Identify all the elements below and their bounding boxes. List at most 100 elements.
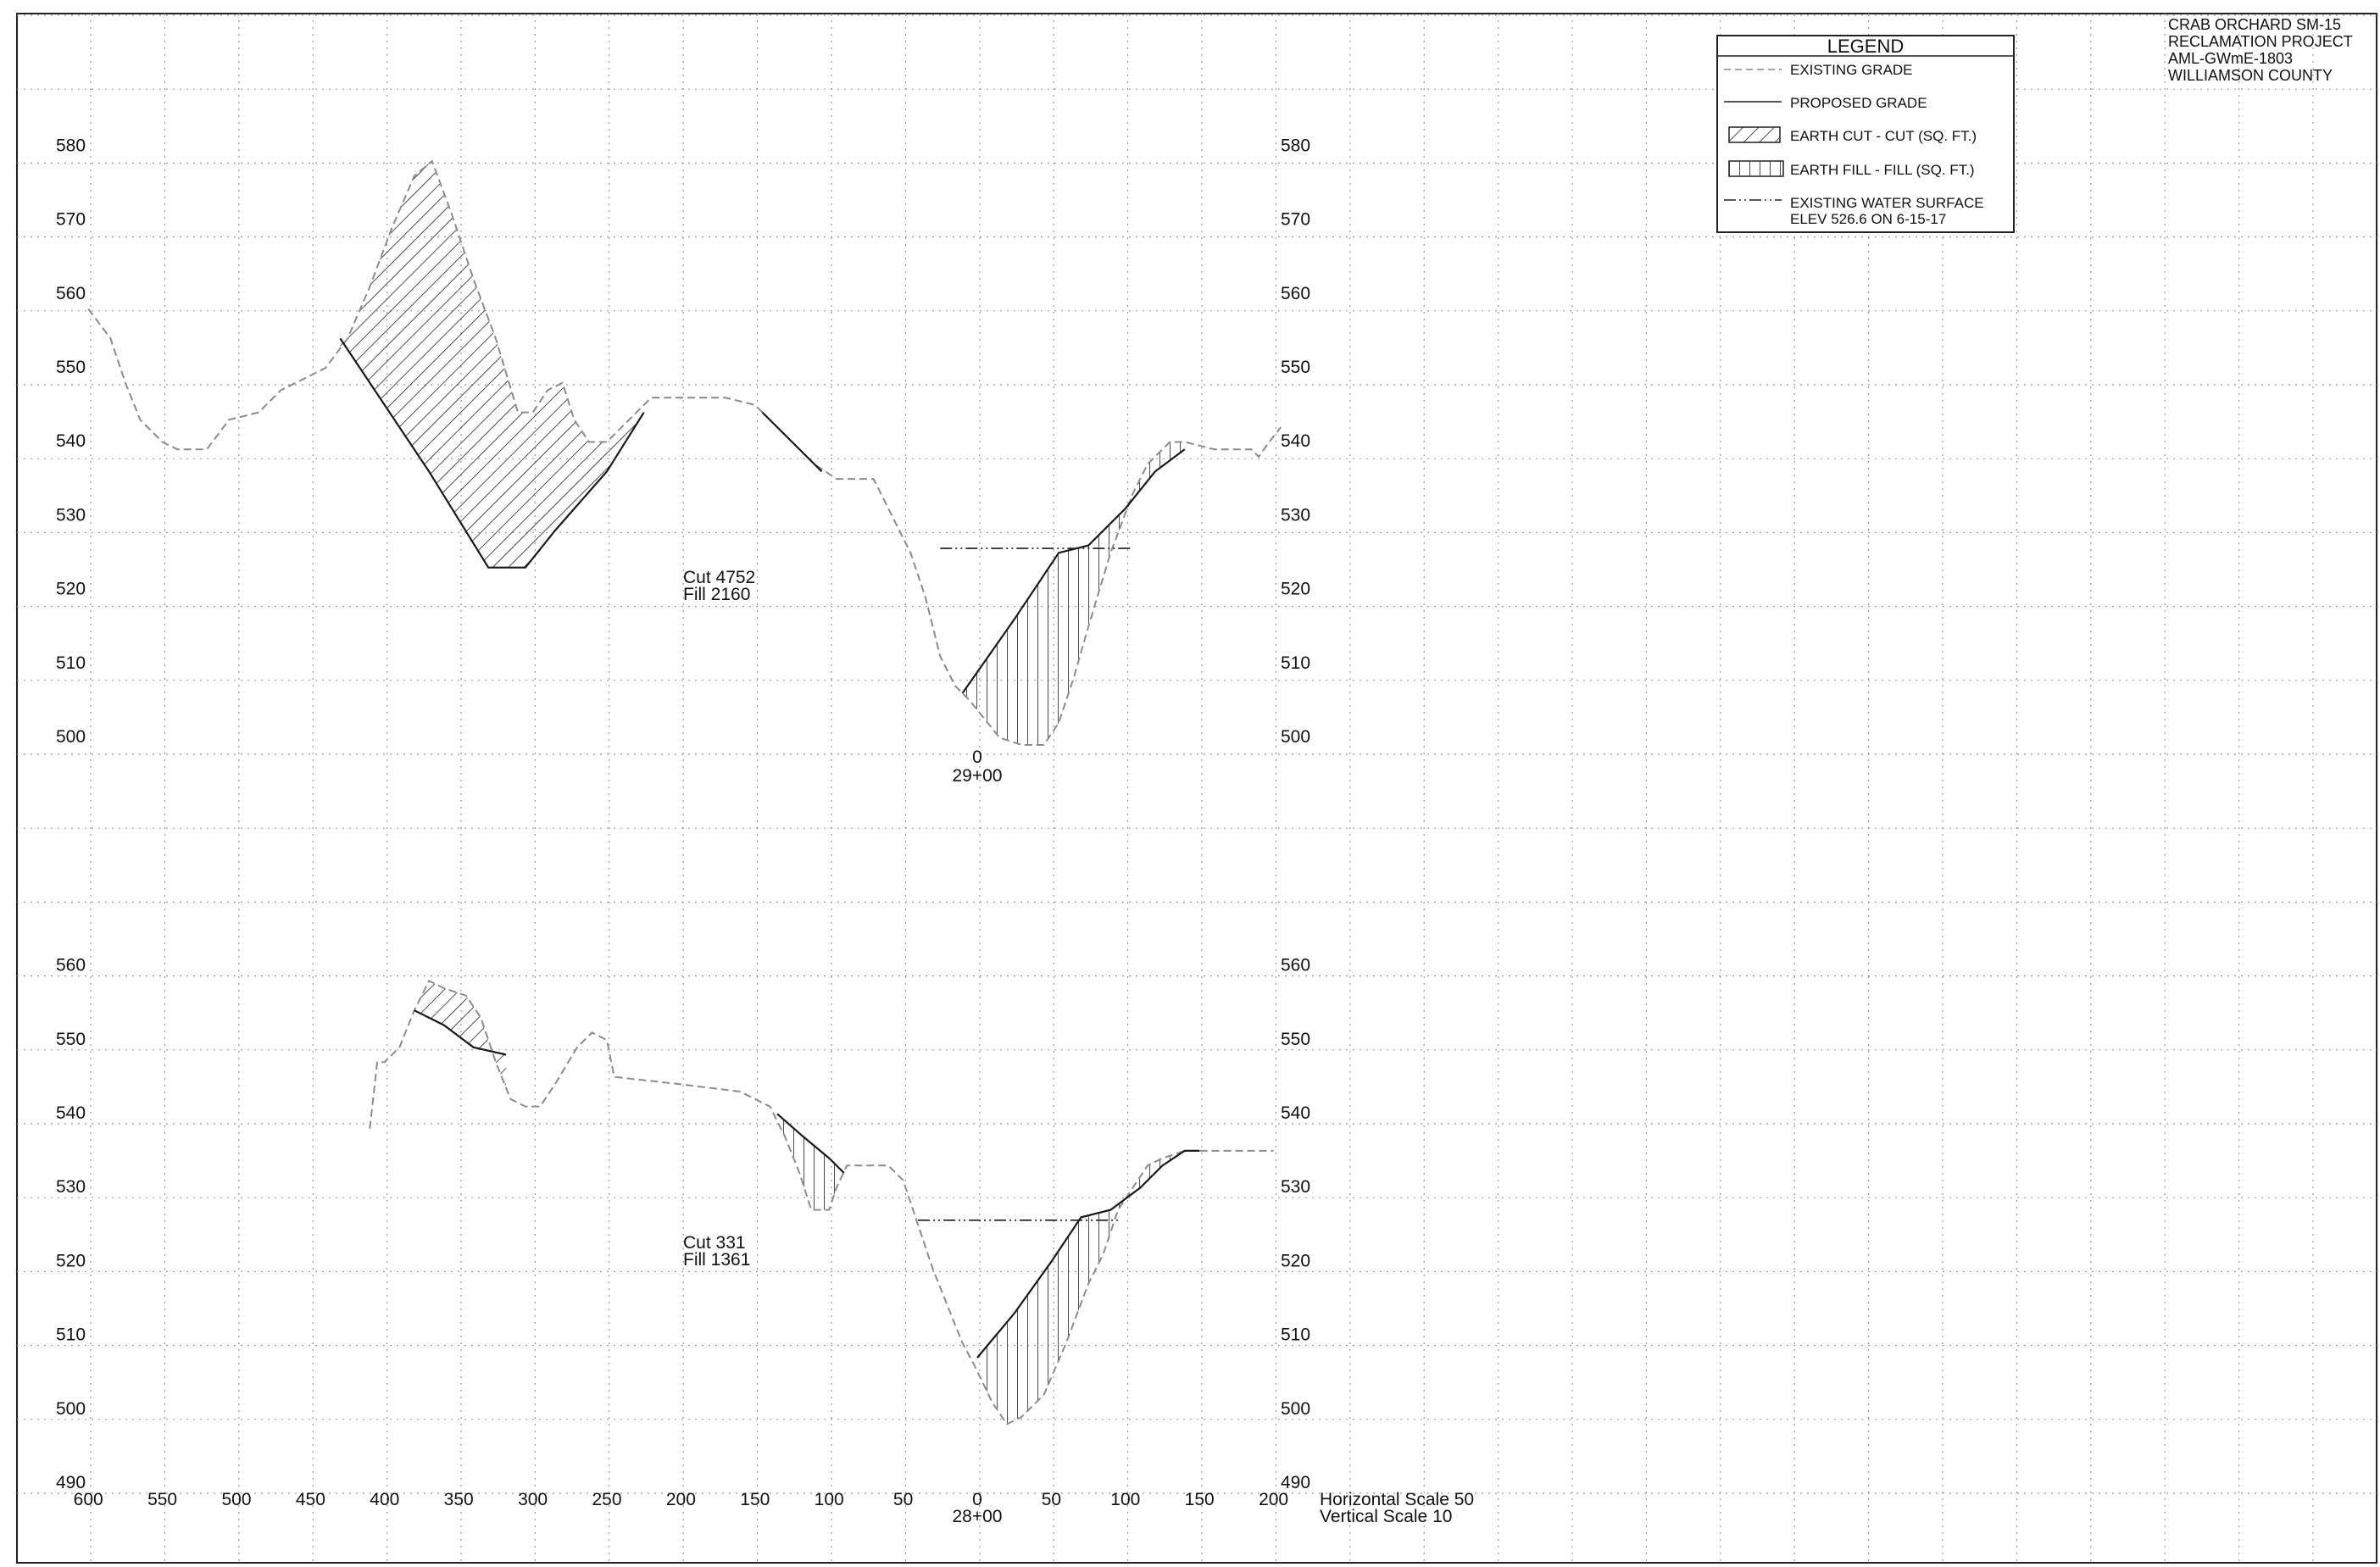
legend-earth-fill: EARTH FILL - FILL (SQ. FT.) (1728, 160, 1975, 178)
legend-proposed-grade: PROPOSED GRADE (1724, 95, 1927, 111)
title-block: CRAB ORCHARD SM-15 RECLAMATION PROJECT A… (2168, 16, 2353, 84)
legend-water-surface: EXISTING WATER SURFACE ELEV 526.6 ON 6-1… (1724, 195, 1984, 227)
elevation-label-left: 570 (56, 210, 86, 230)
elevation-label-left: 550 (56, 1030, 86, 1049)
elevation-label-left: 500 (56, 727, 86, 747)
elevation-label-left: 510 (56, 653, 86, 673)
title-line-4: WILLIAMSON COUNTY (2168, 67, 2333, 84)
legend: LEGEND EXISTING GRADE PROPOSED GRADE EAR… (1716, 35, 2015, 233)
offset-tick-label: 200 (666, 1490, 696, 1509)
earth-fill-area (977, 1150, 1200, 1425)
elevation-label-left: 560 (56, 284, 86, 303)
offset-tick-label: 550 (147, 1490, 177, 1509)
proposed-grade-line (339, 337, 645, 569)
elevation-label-right: 550 (1281, 358, 1310, 377)
elevation-label-left: 520 (56, 1251, 86, 1270)
offset-tick-label: 150 (1185, 1490, 1215, 1509)
elevation-label-left: 530 (56, 505, 86, 525)
elevation-label-left: 500 (56, 1399, 86, 1419)
elevation-label-right: 510 (1281, 653, 1310, 673)
offset-tick-label: 250 (592, 1490, 621, 1509)
section-29-labels: Cut 4752 Fill 2160 0 29+00 (683, 568, 1002, 786)
horizontal-scale-note: Horizontal Scale 50 (1320, 1490, 1474, 1509)
elevation-labels: 500 500 510 510 520 520 530 530 540 540 550 550 560 5… (56, 136, 1310, 1492)
offset-tick-label: 600 (74, 1490, 103, 1509)
offset-tick-label: 450 (296, 1490, 325, 1509)
elevation-label-right: 550 (1281, 1030, 1310, 1049)
section-28-fill-label: Fill 1361 (683, 1250, 750, 1270)
elevation-label-right: 500 (1281, 1399, 1310, 1419)
svg-text:PROPOSED GRADE: PROPOSED GRADE (1790, 95, 1927, 111)
section-29+00 (87, 159, 1282, 746)
elevation-label-left: 540 (56, 1103, 86, 1123)
title-line-3: AML-GWmE-1803 (2168, 50, 2293, 67)
earth-cut-area (414, 981, 507, 1088)
svg-text:ELEV 526.6 ON 6-15-17: ELEV 526.6 ON 6-15-17 (1790, 211, 1946, 227)
elevation-label-right: 560 (1281, 956, 1310, 975)
existing-grade-line (87, 159, 1282, 746)
proposed-grade-line (976, 1149, 1200, 1359)
title-line-2: RECLAMATION PROJECT (2168, 33, 2353, 50)
sheet-border (16, 13, 2377, 1564)
cross-sections (87, 159, 1282, 1425)
section-28-labels: Cut 331 Fill 1361 28+00 (683, 1233, 1002, 1526)
offset-tick-label: 500 (221, 1490, 251, 1509)
elevation-label-left: 530 (56, 1177, 86, 1197)
title-line-1: CRAB ORCHARD SM-15 (2168, 16, 2341, 33)
elevation-label-left: 540 (56, 431, 86, 451)
elevation-label-right: 580 (1281, 136, 1310, 155)
earth-fill-area (777, 1114, 844, 1210)
elevation-label-left: 510 (56, 1325, 86, 1345)
offset-tick-label: 350 (444, 1490, 474, 1509)
offset-tick-label: 200 (1259, 1490, 1288, 1509)
elevation-label-right: 530 (1281, 505, 1310, 525)
svg-text:EARTH CUT - CUT (SQ. FT.): EARTH CUT - CUT (SQ. FT.) (1790, 128, 1977, 144)
elevation-label-right: 540 (1281, 431, 1310, 451)
elevation-label-right: 500 (1281, 727, 1310, 747)
section-29-centerline-label: 0 (972, 747, 982, 767)
offset-tick-label: 400 (370, 1490, 399, 1509)
offset-tick-label: 150 (740, 1490, 770, 1509)
elevation-label-right: 530 (1281, 1177, 1310, 1197)
proposed-grade-line (776, 1113, 845, 1174)
elevation-label-right: 510 (1281, 1325, 1310, 1345)
elevation-label-left: 490 (56, 1473, 86, 1492)
earth-fill-area (962, 442, 1185, 745)
elevation-label-right: 520 (1281, 1251, 1310, 1270)
offset-tick-label: 100 (1110, 1490, 1140, 1509)
elevation-label-left: 560 (56, 956, 86, 975)
legend-title: LEGEND (1827, 36, 1904, 57)
legend-existing-grade: EXISTING GRADE (1724, 62, 1913, 78)
proposed-grade-line (761, 411, 823, 473)
section-29-cut-label: Cut 4752 (683, 568, 755, 587)
section-28+00 (369, 979, 1274, 1425)
elevation-label-left: 550 (56, 358, 86, 377)
dotted-grid (17, 14, 2380, 1563)
proposed-grade-line (414, 1009, 507, 1056)
elevation-label-right: 570 (1281, 210, 1310, 230)
elevation-label-left: 520 (56, 580, 86, 599)
section-29-fill-label: Fill 2160 (683, 585, 750, 604)
section-29-station-label: 29+00 (953, 766, 1003, 786)
elevation-label-left: 580 (56, 136, 86, 155)
earth-cut-area (340, 161, 644, 568)
svg-text:EXISTING GRADE: EXISTING GRADE (1790, 62, 1913, 78)
elevation-label-right: 560 (1281, 284, 1310, 303)
elevation-label-right: 520 (1281, 580, 1310, 599)
proposed-grade-line (961, 448, 1186, 694)
vertical-scale-note: Vertical Scale 10 (1320, 1507, 1452, 1526)
offset-tick-label: 50 (1042, 1490, 1061, 1509)
section-28-cut-label: Cut 331 (683, 1233, 746, 1253)
elevation-label-right: 540 (1281, 1103, 1310, 1123)
svg-text:EARTH FILL - FILL (SQ. FT.): EARTH FILL - FILL (SQ. FT.) (1790, 162, 1975, 178)
offset-tick-label: 300 (518, 1490, 548, 1509)
svg-text:EXISTING WATER SURFACE: EXISTING WATER SURFACE (1790, 195, 1984, 211)
legend-earth-cut: EARTH CUT - CUT (SQ. FT.) (1728, 126, 1977, 144)
offset-axis-labels: 600 550 500 450 400 350 300 250 200 150 100 50 0 50 10… (74, 1490, 1288, 1509)
offset-tick-label: 0 (972, 1490, 982, 1509)
offset-tick-label: 50 (893, 1490, 913, 1509)
elevation-label-right: 490 (1281, 1473, 1310, 1492)
section-28-station-label: 28+00 (953, 1507, 1003, 1526)
offset-tick-label: 100 (815, 1490, 844, 1509)
